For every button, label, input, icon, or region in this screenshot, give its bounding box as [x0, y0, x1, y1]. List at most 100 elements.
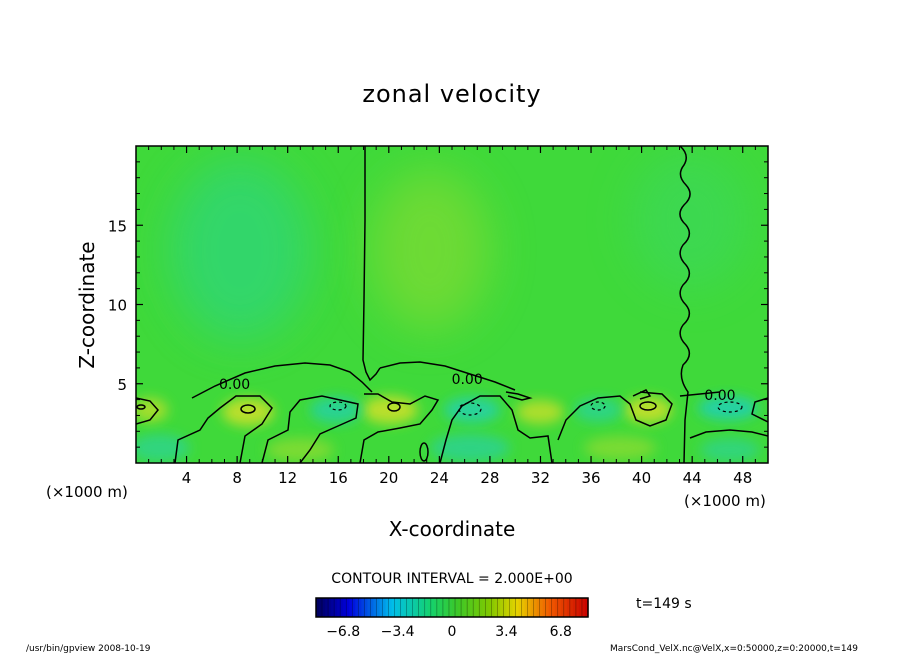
contour-near-surface-5 — [439, 395, 553, 463]
field-shading — [136, 150, 760, 462]
colorbar-segment — [557, 598, 562, 617]
colorbar-segment — [391, 598, 396, 617]
contour-interval-text: CONTOUR INTERVAL = 2.000E+00 — [331, 571, 572, 587]
colorbar-segment — [539, 598, 544, 617]
contour-near-surface-3 — [261, 395, 359, 463]
contour-labels: 0.00 0.00 0.00 — [219, 372, 736, 404]
y-ticks: 5 10 15 — [108, 161, 768, 448]
colorbar-segment — [479, 598, 483, 617]
colorbar-segment — [503, 598, 507, 617]
colorbar-segment — [325, 598, 329, 617]
colorbar-segment — [328, 598, 332, 617]
colorbar-segment — [442, 598, 447, 617]
contour-fragment-2 — [632, 389, 652, 400]
colorbar-segment — [500, 598, 504, 617]
contour-near-surface-4 — [359, 393, 440, 463]
contour-zero-vertical-right — [679, 146, 691, 463]
colorbar-segment — [343, 598, 347, 617]
colorbar-segment — [572, 598, 577, 617]
x-ticks: 4 8 12 16 20 24 28 32 36 40 44 48 — [148, 146, 756, 487]
contour-negative-2 — [458, 402, 482, 416]
colorbar-segment — [575, 598, 580, 617]
contour-near-surface-1 — [136, 397, 159, 425]
colorbar-segment — [412, 598, 417, 617]
colorbar-segment — [488, 598, 492, 617]
colorbar-tick-label: 0 — [448, 624, 457, 640]
colorbar-segment — [491, 598, 495, 617]
colorbar-segment — [515, 598, 520, 617]
x-axis-label: X-coordinate — [389, 517, 516, 541]
colorbar-segment — [506, 598, 511, 617]
colorbar-segment — [415, 598, 420, 617]
colorbar-segment — [512, 598, 517, 617]
contour-near-surface-6 — [557, 391, 673, 441]
colorbar-segment — [485, 598, 489, 617]
colorbar-segment — [322, 598, 326, 617]
x-tick-label: 28 — [480, 469, 499, 487]
colorbar-segment — [563, 598, 568, 617]
colorbar-segment — [464, 598, 468, 617]
plot-area: 0.00 0.00 0.00 — [136, 146, 768, 463]
colorbar-tick-label: 3.4 — [495, 624, 517, 640]
colorbar-segment — [382, 598, 387, 617]
contour-near-surface-7 — [689, 429, 768, 439]
colorbar-segment — [530, 598, 535, 617]
colorbar-segment — [476, 598, 480, 617]
contour-negative-1 — [329, 401, 347, 411]
time-text: t=149 s — [636, 596, 692, 612]
x-tick-label: 4 — [182, 469, 192, 487]
colorbar-segment — [361, 598, 365, 617]
contour-near-surface-9 — [679, 391, 721, 397]
x-tick-label: 44 — [683, 469, 702, 487]
chart-title: zonal velocity — [362, 80, 541, 108]
contour-zero-mid-arc — [379, 361, 516, 391]
colorbar-segment — [403, 598, 408, 617]
x-tick-label: 32 — [531, 469, 550, 487]
x-axis-unit: (×1000 m) — [684, 492, 766, 510]
colorbar-segment — [334, 598, 338, 617]
contour-near-surface-2 — [174, 395, 273, 463]
colorbar-segment — [439, 598, 444, 617]
contour-zero-vertical-left — [362, 146, 381, 382]
x-tick-label: 20 — [379, 469, 398, 487]
colorbar-segment — [394, 598, 399, 617]
colorbar-segment — [536, 598, 541, 617]
colorbar — [315, 598, 589, 617]
contour-closed-2 — [387, 402, 401, 412]
contour-negative-3 — [590, 401, 606, 411]
colorbar-segment — [379, 598, 384, 617]
colorbar-segment — [542, 598, 547, 617]
colorbar-frame — [315, 597, 589, 618]
colorbar-segment — [385, 598, 390, 617]
colorbar-segment — [364, 598, 368, 617]
colorbar-segment — [584, 598, 589, 617]
colorbar-segment — [373, 598, 378, 617]
x-tick-label: 24 — [430, 469, 449, 487]
colorbar-segment — [370, 598, 375, 617]
colorbar-segment — [521, 598, 526, 617]
y-tick-label: 5 — [117, 376, 127, 394]
y-tick-label: 10 — [108, 297, 127, 315]
colorbar-segment — [397, 598, 402, 617]
colorbar-segment — [367, 598, 371, 617]
contour-lines — [136, 146, 768, 463]
colorbar-segment — [578, 598, 583, 617]
colorbar-segment — [388, 598, 393, 617]
colorbar-segment — [473, 598, 477, 617]
colorbar-segment — [482, 598, 486, 617]
contour-closed-1 — [240, 404, 256, 414]
colorbar-segment — [467, 598, 471, 617]
contour-label: 0.00 — [704, 388, 735, 404]
colorbar-segment — [448, 598, 453, 617]
x-tick-label: 8 — [232, 469, 242, 487]
colorbar-tick-label: 6.8 — [550, 624, 572, 640]
colorbar-segment — [494, 598, 498, 617]
colorbar-segment — [461, 598, 465, 617]
y-axis-label: Z-coordinate — [75, 241, 99, 368]
colorbar-segment — [430, 598, 435, 617]
colorbar-segment — [340, 598, 344, 617]
colorbar-segment — [458, 598, 462, 617]
colorbar-segment — [548, 598, 553, 617]
colorbar-segment — [316, 598, 320, 617]
